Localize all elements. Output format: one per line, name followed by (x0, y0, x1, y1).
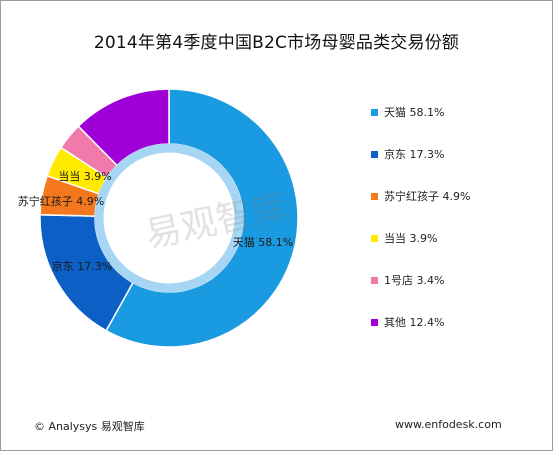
donut-inner-ring (94, 143, 244, 293)
legend-label-1: 天猫 58.1% (384, 106, 445, 119)
legend-label-5: 1号店 3.4% (384, 274, 445, 287)
source-credit: © Analysys 易观智库 (34, 420, 145, 433)
chart-title: 2014年第4季度中国B2C市场母婴品类交易份额 (93, 33, 460, 53)
legend-swatch-5 (371, 276, 378, 284)
legend-swatch-3 (371, 192, 378, 200)
data-label-2: 京东 17.3% (52, 259, 112, 273)
legend-item-2: 京东 17.3% (371, 146, 541, 162)
data-label-3: 苏宁红孩子 4.9% (18, 194, 104, 208)
data-label-4: 当当 3.9% (58, 169, 111, 183)
website-link: www.enfodesk.com (395, 418, 502, 431)
legend-item-3: 苏宁红孩子 4.9% (371, 188, 541, 204)
legend-label-2: 京东 17.3% (384, 148, 445, 161)
legend-item-5: 1号店 3.4% (371, 272, 541, 288)
legend-swatch-6 (371, 318, 378, 326)
data-label-1: 天猫 58.1% (233, 236, 293, 249)
donut-hole (104, 153, 234, 283)
data-labels: 天猫 58.1% 京东 17.3% 苏宁红孩子 4.9% 当当 3.9% (18, 169, 293, 273)
legend-swatch-2 (371, 150, 378, 158)
legend-label-6: 其他 12.4% (384, 316, 445, 329)
legend-swatch-4 (371, 234, 378, 242)
legend-item-1: 天猫 58.1% (371, 104, 541, 120)
chart-legend: 天猫 58.1% 京东 17.3% 苏宁红孩子 4.9% 当当 3.9% 1号店 3.4… (371, 104, 541, 356)
legend-item-6: 其他 12.4% (371, 314, 541, 330)
legend-item-4: 当当 3.9% (371, 230, 541, 246)
legend-label-3: 苏宁红孩子 4.9% (384, 190, 471, 203)
legend-swatch-1 (371, 108, 378, 116)
legend-label-4: 当当 3.9% (384, 232, 438, 245)
